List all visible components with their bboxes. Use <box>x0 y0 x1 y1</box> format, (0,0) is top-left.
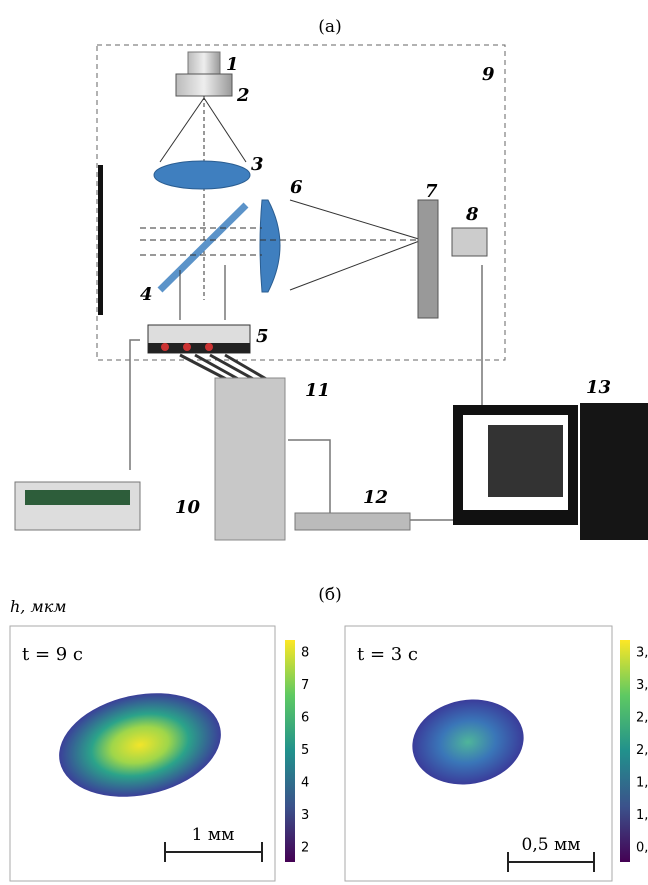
label: 2 <box>236 85 250 106</box>
beam-splitter <box>160 205 246 290</box>
figure-b: (б) h, мкм t = 9 с 1 мм 8 7 6 5 4 3 2 t = 3 с 0,5 … <box>10 585 648 881</box>
colorbar-tick: 2,0 <box>636 743 648 758</box>
enclosure <box>97 45 505 360</box>
colorbar-tick: 3,0 <box>636 678 648 693</box>
label: 5 <box>256 326 269 347</box>
lens <box>154 161 250 189</box>
colorbar-tick: 6 <box>301 711 309 726</box>
colorbar-tick: 1,5 <box>636 776 648 791</box>
colorbar-tick: 5 <box>301 743 309 758</box>
label: 10 <box>175 497 201 518</box>
scale-bar-label: 1 мм <box>192 825 235 845</box>
label: 9 <box>482 64 495 85</box>
label: 11 <box>305 380 330 401</box>
panel-label: (б) <box>318 585 342 605</box>
scale-bar-label: 0,5 мм <box>522 835 581 855</box>
colorbar-tick: 0,5 <box>636 841 648 856</box>
label: 3 <box>251 154 264 175</box>
label: 4 <box>140 284 153 305</box>
lens <box>260 200 280 292</box>
label: 1 <box>226 54 239 75</box>
colorbar-tick: 7 <box>301 678 309 693</box>
colorbar <box>620 640 630 862</box>
time-label: t = 3 с <box>357 644 418 665</box>
label: 7 <box>425 181 438 202</box>
colorbar-tick: 3 <box>301 808 309 823</box>
label: 6 <box>290 177 303 198</box>
time-label: t = 9 с <box>22 644 83 665</box>
figure: (a) 1 2 3 4 5 <box>0 0 648 885</box>
colorbar-tick: 2 <box>301 841 309 856</box>
label: 8 <box>465 204 479 225</box>
colorbar <box>285 640 295 862</box>
colorbar-tick: 3,5 <box>636 646 648 661</box>
panel-label: (a) <box>318 17 341 37</box>
axis-label: h, мкм <box>10 597 67 616</box>
colorbar-tick: 1,0 <box>636 808 648 823</box>
label: 13 <box>586 377 611 398</box>
colorbar-tick: 2,5 <box>636 711 648 726</box>
colorbar-tick: 4 <box>301 776 309 791</box>
diagram-a: (a) 1 2 3 4 5 <box>15 17 648 540</box>
colorbar-tick: 8 <box>301 646 309 661</box>
label: 12 <box>363 487 388 508</box>
